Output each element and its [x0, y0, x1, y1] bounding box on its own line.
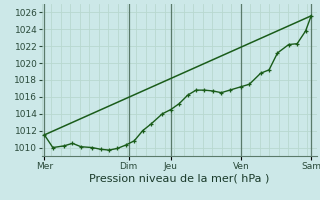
- X-axis label: Pression niveau de la mer( hPa ): Pression niveau de la mer( hPa ): [89, 173, 269, 183]
